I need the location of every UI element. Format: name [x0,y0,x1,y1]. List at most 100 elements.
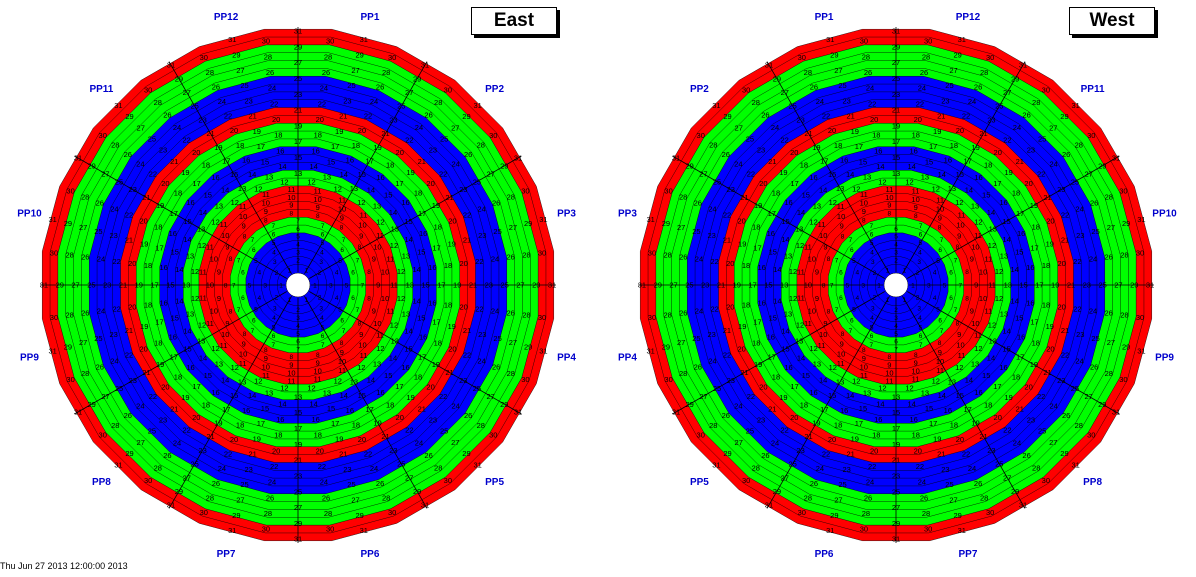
ring-number: 30 [200,53,208,62]
ring-number: 19 [294,440,302,449]
ring-number: 31 [765,501,773,510]
ring-number: 20 [161,382,169,391]
ring-number: 13 [863,389,871,398]
ring-number: 12 [390,241,398,250]
ring-number: 26 [464,411,472,420]
ring-number: 8 [340,225,344,232]
ring-number: 25 [892,74,900,83]
ring-number: 14 [1002,235,1010,244]
ring-number: 6 [252,247,256,254]
west-title: West [1069,7,1155,35]
ring-number: 23 [1083,281,1091,290]
ring-number: 24 [816,464,824,473]
ring-number: 18 [912,431,920,440]
ring-number: 13 [813,202,821,211]
ring-number: 17 [395,179,403,188]
ring-number: 24 [816,97,824,106]
ring-number: 4 [870,315,874,322]
ring-number: 14 [938,170,946,179]
ring-number: 9 [359,231,363,240]
ring-number: 26 [761,451,769,460]
ring-number: 29 [500,400,508,409]
ring-number: 14 [309,399,317,408]
ring-number: 2 [873,270,877,277]
sector-label-pp11: PP11 [89,84,113,95]
ring-number: 24 [370,464,378,473]
ring-number: 17 [432,244,440,253]
ring-number: 30 [50,249,58,258]
center-hole [883,272,909,298]
ring-number: 17 [331,142,339,151]
ring-number: 27 [892,58,900,67]
ring-number: 11 [936,366,944,375]
ring-number: 10 [971,242,979,251]
ring-number: 19 [1046,239,1054,248]
ring-number: 13 [971,360,979,369]
ring-number: 28 [81,192,89,201]
ring-number: 27 [1084,392,1092,401]
ring-number: 11 [360,210,368,219]
ring-number: 28 [804,493,812,502]
ring-number: 15 [859,404,867,413]
ring-number: 16 [1017,229,1025,238]
ring-number: 22 [364,112,372,121]
ring-number: 26 [507,309,515,318]
ring-number: 16 [809,388,817,397]
ring-number: 26 [266,493,274,502]
ring-number: 19 [779,393,787,402]
ring-number: 21 [892,106,900,115]
ring-number: 30 [1136,313,1144,322]
ring-number: 12 [988,241,996,250]
ring-number: 24 [491,307,499,316]
ring-number: 29 [524,219,532,228]
ring-number: 21 [125,326,133,335]
ring-number: 10 [381,294,389,303]
ring-number: 31 [74,408,82,417]
ring-number: 23 [389,115,397,124]
ring-number: 14 [309,162,317,171]
ring-number: 19 [140,322,148,331]
ring-number: 7 [232,282,236,289]
ring-number: 18 [742,261,750,270]
ring-number: 12 [307,384,315,393]
sector-label-pp10: PP10 [17,209,42,220]
ring-number: 29 [773,487,781,496]
ring-number: 25 [473,384,481,393]
ring-number: 27 [1003,88,1011,97]
ring-number: 19 [851,434,859,443]
ring-number: 12 [995,267,1003,276]
ring-number: 16 [767,332,775,341]
ring-number: 25 [789,102,797,111]
ring-number: 16 [784,198,792,207]
ring-number: 18 [834,141,842,150]
ring-number: 19 [406,393,414,402]
ring-number: 24 [320,478,328,487]
ring-number: 4 [856,270,860,277]
ring-number: 21 [768,157,776,166]
ring-number: 25 [838,81,846,90]
ring-number: 29 [294,42,302,51]
ring-number: 23 [727,185,735,194]
ring-number: 9 [815,294,819,303]
ring-number: 27 [451,123,459,132]
ring-number: 31 [114,101,122,110]
ring-number: 15 [781,217,789,226]
ring-number: 27 [509,223,517,232]
ring-number: 25 [713,384,721,393]
ring-number: 22 [182,136,190,145]
ring-number: 17 [1016,209,1024,218]
ring-number: 16 [974,388,982,397]
ring-number: 25 [692,334,700,343]
ring-number: 26 [492,199,500,208]
ring-number: 21 [463,235,471,244]
ring-number: 13 [294,169,302,178]
ring-number: 24 [491,255,499,264]
ring-number: 7 [272,342,276,349]
ring-number: 9 [340,348,344,357]
ring-number: 20 [870,446,878,455]
ring-number: 26 [722,150,730,159]
ring-number: 22 [780,426,788,435]
ring-number: 27 [351,495,359,504]
ring-number: 10 [956,221,964,230]
ring-number: 21 [1067,281,1075,290]
